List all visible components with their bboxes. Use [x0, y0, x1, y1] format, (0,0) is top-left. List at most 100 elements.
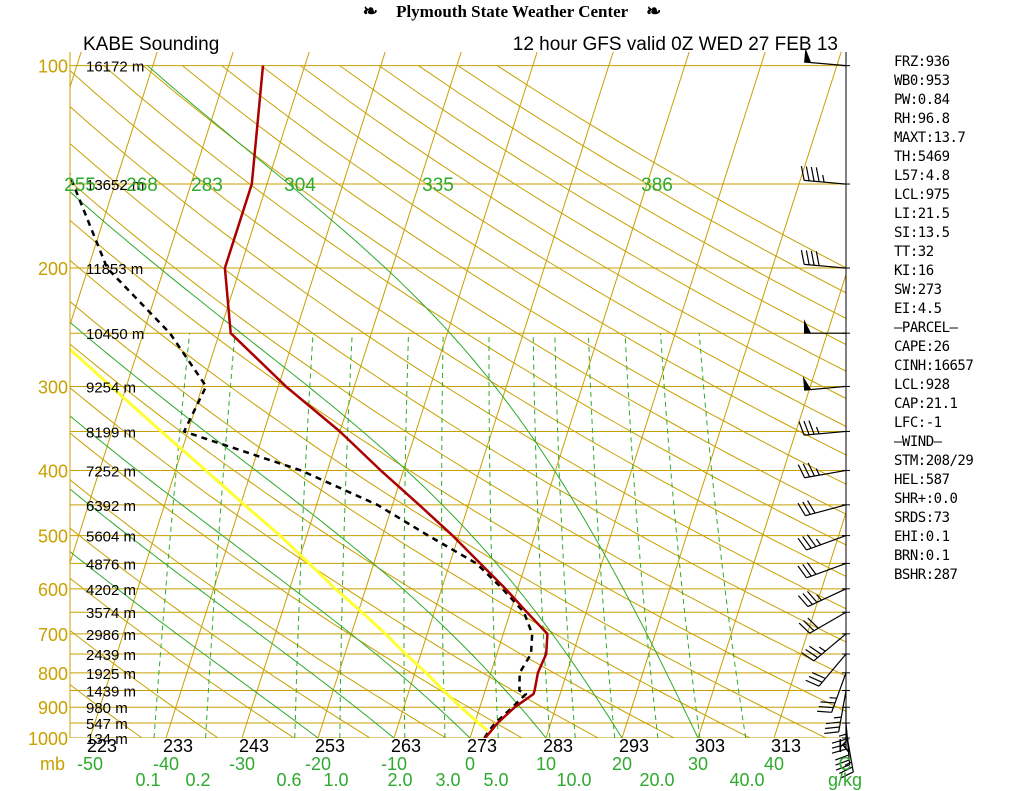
index-entry: LFC:-1	[894, 415, 942, 431]
wind-barb-half-feather	[815, 538, 822, 546]
wind-barb-full-feather	[806, 562, 817, 575]
kelvin-tick-label: 283	[543, 736, 573, 756]
pressure-tick-label: 700	[38, 625, 68, 645]
wind-barb-full-feather	[797, 565, 808, 579]
wind-barb-full-feather	[810, 166, 815, 182]
dry-adiabat-line	[70, 527, 371, 738]
height-label: 13652 m	[86, 177, 144, 194]
wind-barb-full-feather	[817, 710, 832, 713]
wind-barb	[801, 633, 847, 662]
wind-barb	[804, 48, 847, 67]
dry-adiabat-line	[70, 259, 827, 738]
index-entry: LCL:928	[894, 377, 950, 393]
mixing-ratio-tick-label: 10.0	[556, 770, 591, 790]
height-label: 980 m	[86, 700, 128, 717]
wind-barb-flag	[804, 48, 812, 63]
index-entry: KI:16	[894, 263, 934, 279]
kelvin-tick-label: 223	[87, 736, 117, 756]
mixing-ratio-tick-label: 0.1	[135, 770, 160, 790]
wind-barb-full-feather	[839, 766, 853, 774]
moist-adiabat-line	[70, 321, 547, 738]
theta-label: 268	[126, 175, 158, 196]
height-label: 547 m	[86, 716, 128, 733]
isotherm-line	[317, 52, 538, 738]
wind-barb-full-feather	[810, 250, 815, 266]
mixing-ratio-line	[532, 333, 551, 738]
mixing-ratio-line	[294, 333, 314, 738]
wind-barb-staff	[806, 535, 847, 551]
wind-barb	[798, 420, 847, 436]
wind-barb-staff	[809, 611, 847, 634]
wind-barb-full-feather	[800, 165, 805, 181]
wind-barb-staff	[845, 730, 854, 773]
wind-barb-staff	[831, 672, 847, 713]
theta-label: 304	[284, 175, 316, 196]
wind-barb-full-feather	[797, 502, 806, 517]
wind-barb-full-feather	[805, 648, 818, 659]
wind-barb-half-feather	[829, 697, 837, 699]
wind-barb-full-feather	[805, 166, 810, 181]
wind-barb-full-feather	[807, 590, 818, 603]
mixing-ratio-line	[660, 333, 701, 738]
pressure-tick-label: 300	[38, 377, 68, 397]
wind-barb-full-feather	[835, 759, 850, 766]
pressure-tick-label: 1000	[28, 729, 68, 749]
isotherm-line	[89, 52, 310, 738]
kelvin-tick-label: 273	[467, 736, 497, 756]
dry-adiabat-line	[70, 629, 219, 738]
chart-header: ❧ Plymouth State Weather Center ❧	[0, 0, 1024, 24]
mixing-ratio-line	[554, 333, 576, 738]
celsius-tick-label: -40	[153, 754, 179, 774]
pressure-tick-label: 200	[38, 259, 68, 279]
index-entry: TT:32	[894, 244, 934, 260]
wind-barb-full-feather	[802, 536, 812, 549]
isotherm-line	[697, 273, 846, 738]
index-entry: –PARCEL–	[894, 320, 958, 336]
wind-barb-flag	[802, 376, 812, 391]
pressure-tick-label: 400	[38, 461, 68, 481]
wind-barb-full-feather	[824, 731, 839, 735]
wind-barb-full-feather	[815, 251, 820, 266]
dry-adiabat-line	[142, 65, 846, 515]
index-entry: CINH:16657	[894, 358, 974, 374]
height-label: 3574 m	[86, 605, 136, 622]
isotherm-line	[773, 510, 846, 738]
wind-barb	[797, 500, 847, 517]
wind-barb-full-feather	[803, 620, 815, 632]
wind-barb-staff	[813, 633, 847, 662]
wind-barb-full-feather	[825, 726, 840, 730]
wind-barb-staff	[818, 653, 847, 687]
kelvin-tick-label: 233	[163, 736, 193, 756]
index-entry: FRZ:936	[894, 54, 950, 70]
left-bird-logo-icon: ❧	[362, 1, 378, 21]
height-label: 5604 m	[86, 529, 136, 546]
mixing-ratio-tick-label: 0.6	[276, 770, 301, 790]
wind-barb-full-feather	[831, 748, 847, 754]
index-entry: SW:273	[894, 282, 942, 298]
mixing-ratio-line	[624, 333, 659, 738]
celsius-tick-label: 10	[536, 754, 556, 774]
index-entry: CAP:21.1	[894, 396, 958, 412]
wind-barb-full-feather	[808, 675, 823, 683]
height-label: 6392 m	[86, 498, 136, 515]
wind-barb-staff	[804, 469, 847, 479]
mixing-ratio-tick-label: 2.0	[387, 770, 412, 790]
header-title: Plymouth State Weather Center	[396, 2, 628, 21]
wind-barb-full-feather	[797, 595, 809, 607]
mixing-ratio-tick-label: 3.0	[435, 770, 460, 790]
mixing-ratio-unit-label: g/kg	[828, 770, 862, 790]
dewpoint-profile-line	[70, 171, 534, 738]
index-entry: –WIND–	[894, 434, 942, 450]
wind-barb-full-feather	[839, 771, 854, 779]
wind-barb-staff	[804, 263, 847, 269]
isotherm-line	[393, 52, 614, 738]
wind-barb-staff	[804, 430, 847, 436]
wind-barb-staff	[804, 179, 847, 185]
indices-panel: FRZ:936 WB0:953 PW:0.84 RH:96.8 MAXT:13.7 TH:…	[894, 53, 1022, 585]
dry-adiabat-line	[70, 300, 751, 738]
pressure-tick-label: 600	[38, 580, 68, 600]
wind-barb-full-feather	[807, 500, 816, 514]
wind-barb-half-feather	[818, 646, 826, 652]
mixing-ratio-tick-label: 20.0	[639, 770, 674, 790]
height-label: 2986 m	[86, 627, 136, 644]
